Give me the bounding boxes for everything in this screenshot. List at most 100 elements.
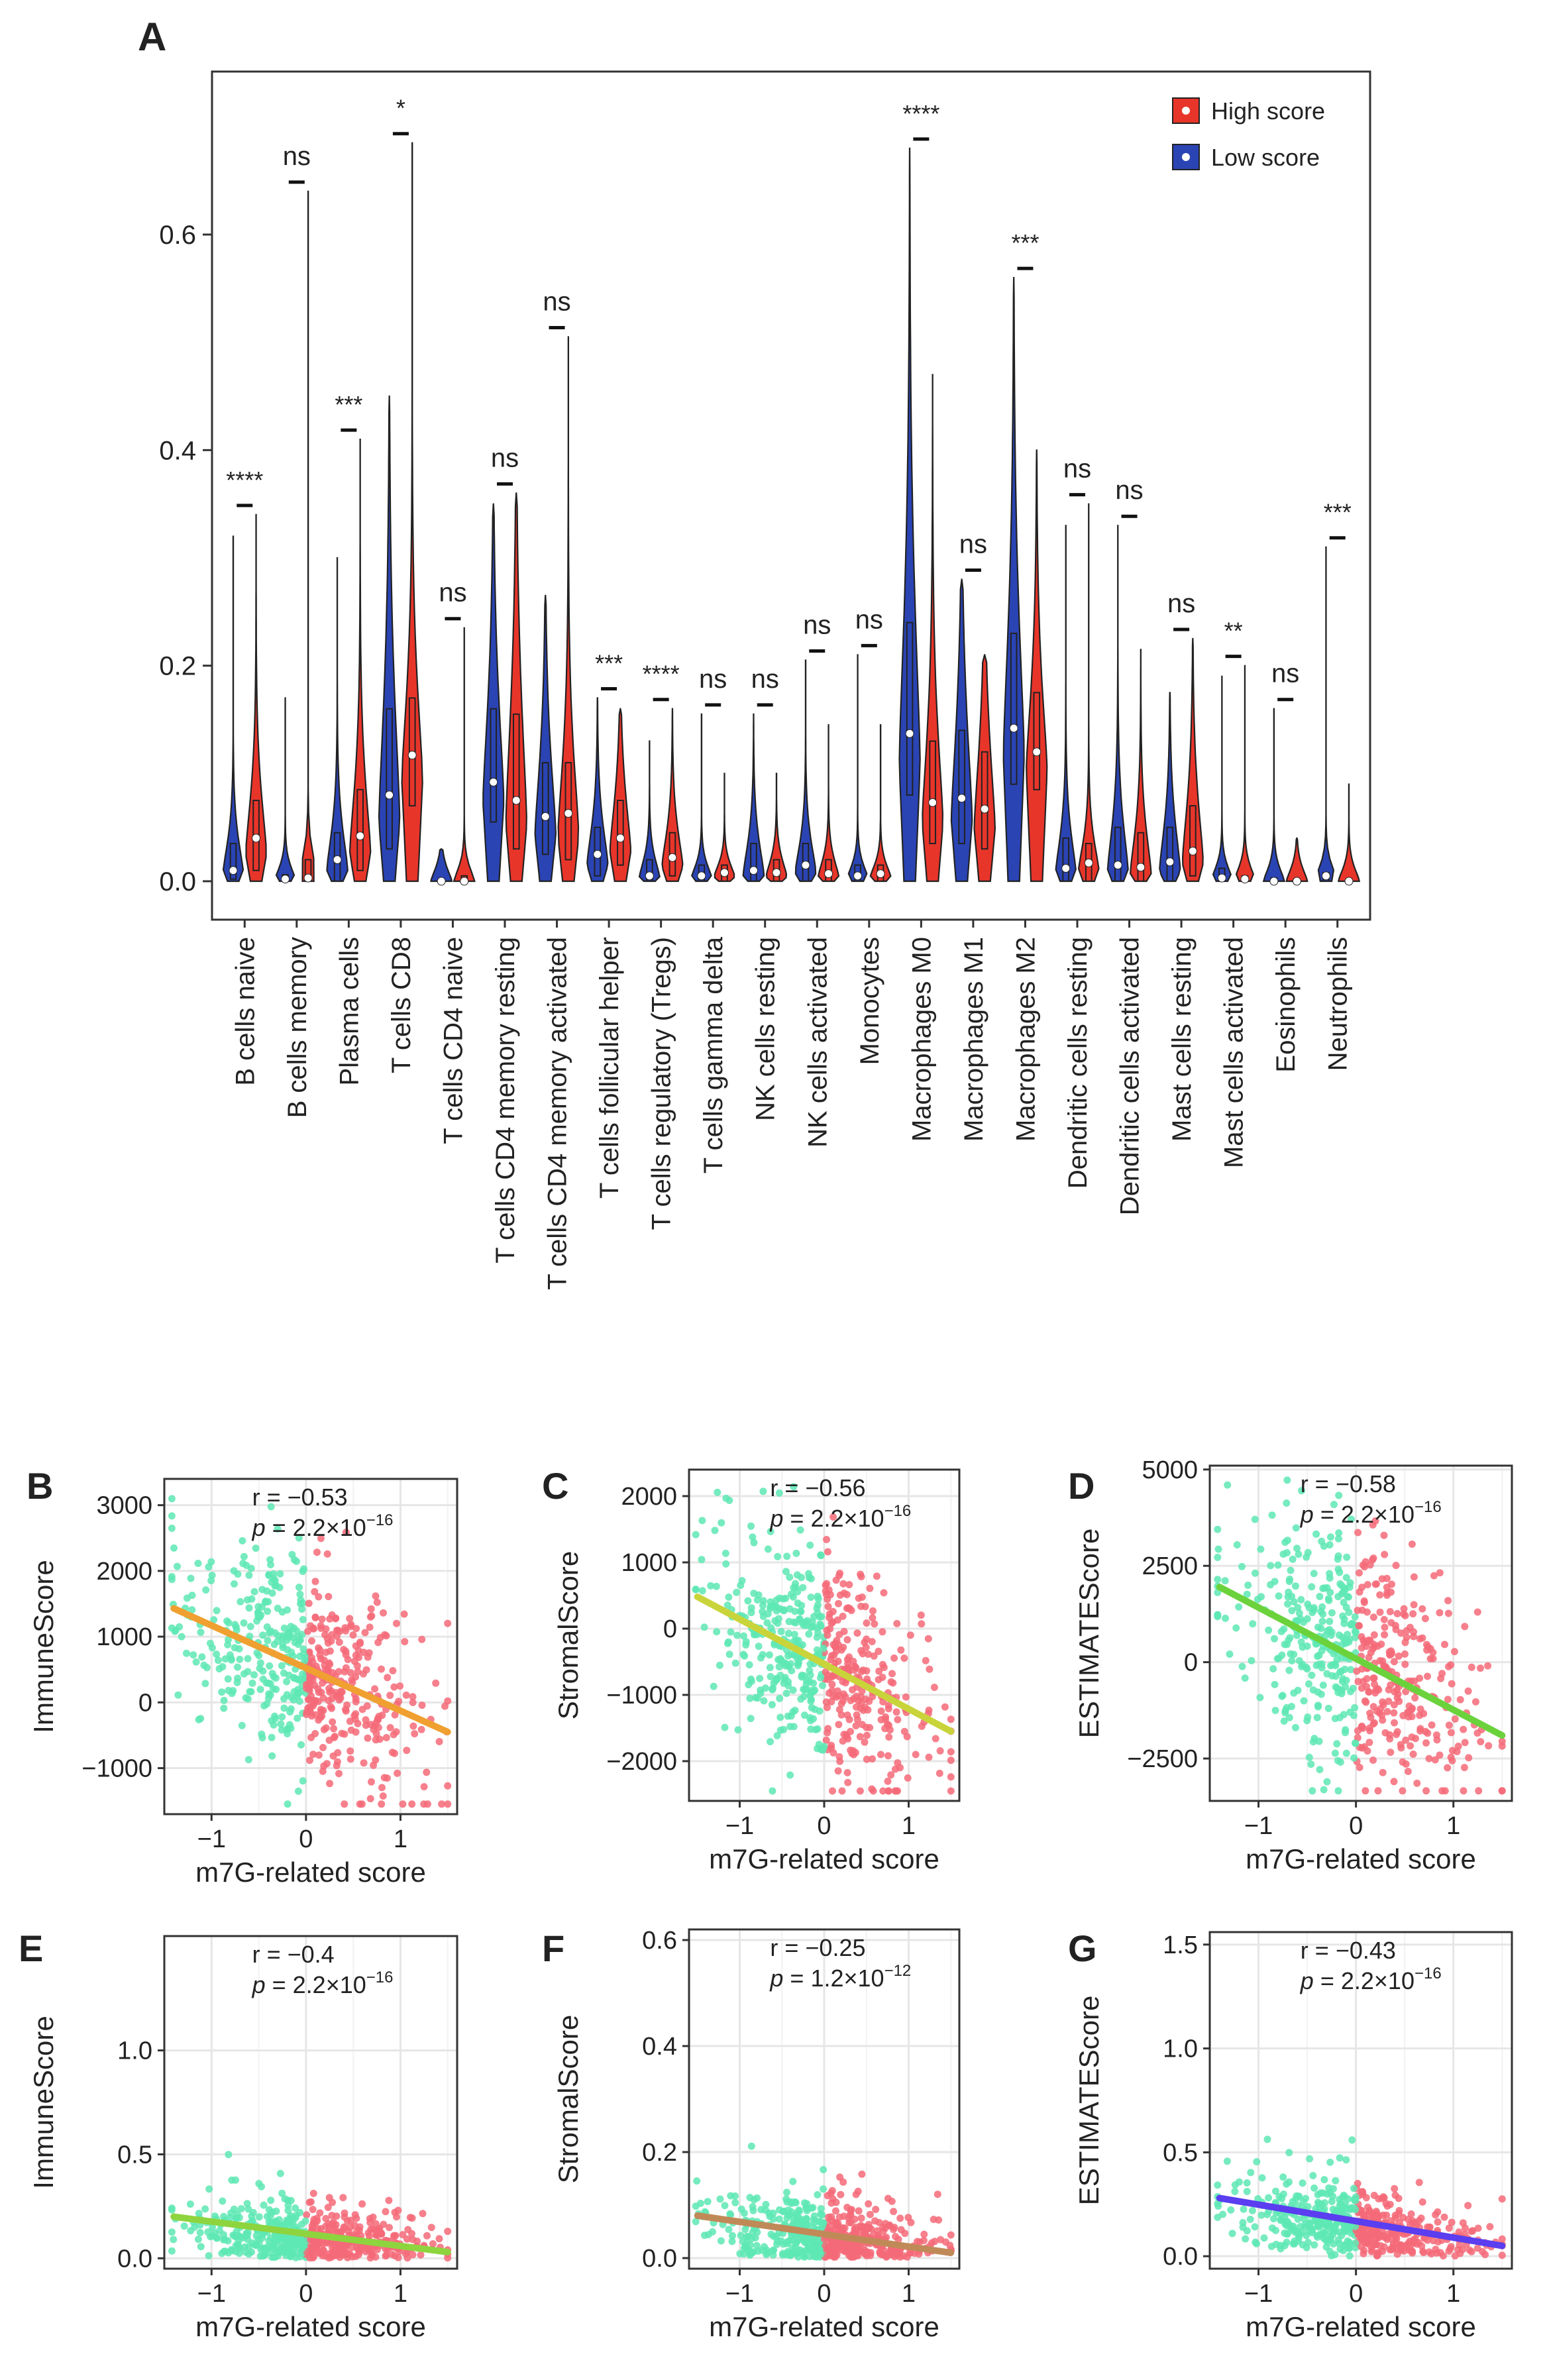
median-point bbox=[801, 861, 810, 870]
data-point bbox=[824, 1548, 831, 1556]
data-point bbox=[444, 1619, 452, 1627]
data-point bbox=[1314, 1688, 1322, 1696]
data-point bbox=[887, 1771, 895, 1779]
data-point bbox=[355, 1654, 362, 1661]
data-point bbox=[884, 1705, 892, 1713]
data-point bbox=[1394, 1690, 1402, 1698]
data-point bbox=[757, 1654, 765, 1662]
x-tick-label: 1 bbox=[394, 2280, 407, 2308]
data-point bbox=[747, 2142, 755, 2150]
data-point bbox=[1252, 1569, 1259, 1577]
data-point bbox=[1214, 1545, 1222, 1553]
data-point bbox=[324, 2204, 332, 2211]
data-point bbox=[747, 1675, 755, 1683]
data-point bbox=[1420, 1709, 1428, 1717]
data-point bbox=[749, 2206, 757, 2214]
regression-line bbox=[694, 2212, 955, 2256]
x-tick-label: 0 bbox=[817, 1812, 831, 1840]
scatter-panel-f: F 0.0 0.2 0.4 0.6 −1 0 1 m7G-related score Stroma… bbox=[542, 1927, 961, 2342]
x-tick-label: −1 bbox=[197, 2280, 226, 2308]
data-point bbox=[725, 1650, 733, 1658]
points bbox=[692, 1483, 955, 1795]
data-point bbox=[314, 1685, 322, 1693]
data-point bbox=[930, 2216, 937, 2224]
data-point bbox=[284, 1606, 291, 1614]
significance-label: *** bbox=[1011, 229, 1039, 256]
data-point bbox=[843, 1768, 851, 1776]
data-point bbox=[893, 1619, 901, 1627]
data-point bbox=[922, 1656, 930, 1664]
median-point bbox=[333, 855, 342, 864]
y-tick-label: 0.0 bbox=[642, 2245, 677, 2273]
median-point bbox=[385, 790, 394, 800]
data-point bbox=[186, 2200, 194, 2208]
y-tick-label: −1000 bbox=[81, 1755, 152, 1783]
data-point bbox=[255, 1652, 263, 1660]
data-point bbox=[777, 1627, 785, 1635]
category-macrophages-m1: ns Macrophages M1 bbox=[950, 530, 996, 1142]
data-point bbox=[300, 1565, 308, 1573]
data-point bbox=[816, 1613, 824, 1621]
plot-frame bbox=[163, 1478, 458, 1815]
data-point bbox=[721, 2202, 729, 2210]
data-point bbox=[817, 2204, 825, 2212]
data-point bbox=[784, 2206, 792, 2214]
data-point bbox=[920, 2230, 928, 2238]
data-point bbox=[806, 1666, 814, 1674]
data-point bbox=[227, 2209, 235, 2217]
plot-frame bbox=[1208, 1464, 1513, 1802]
significance-label: ns bbox=[855, 605, 883, 634]
data-point bbox=[897, 1646, 905, 1654]
data-point bbox=[1445, 2247, 1453, 2255]
data-point bbox=[767, 1672, 774, 1680]
significance-label: ns bbox=[1167, 589, 1195, 618]
data-point bbox=[1240, 2205, 1248, 2213]
data-point bbox=[783, 2189, 790, 2196]
data-point bbox=[278, 2240, 286, 2247]
data-point bbox=[1352, 2206, 1360, 2214]
data-point bbox=[1316, 1766, 1324, 1774]
data-point bbox=[183, 1649, 190, 1657]
data-point bbox=[1295, 1609, 1303, 1617]
data-point bbox=[1395, 1652, 1403, 1660]
data-point bbox=[1318, 1647, 1326, 1654]
data-point bbox=[248, 1679, 256, 1687]
data-point bbox=[209, 2224, 217, 2232]
data-point bbox=[1271, 1578, 1279, 1586]
data-point bbox=[352, 1625, 360, 1633]
p-exponent: −16 bbox=[366, 1511, 394, 1529]
data-point bbox=[935, 1769, 943, 1777]
data-point bbox=[835, 1721, 843, 1729]
data-point bbox=[1253, 2158, 1261, 2166]
data-point bbox=[1320, 2205, 1328, 2213]
data-point bbox=[769, 1787, 776, 1795]
data-point bbox=[356, 1639, 364, 1646]
data-point bbox=[391, 1711, 399, 1719]
data-point bbox=[810, 2247, 818, 2255]
data-point bbox=[710, 1682, 718, 1690]
data-point bbox=[790, 1637, 798, 1645]
data-point bbox=[875, 1647, 882, 1655]
significance-label: **** bbox=[643, 661, 680, 688]
data-point bbox=[1323, 1670, 1331, 1678]
x-tick-label: T cells gamma delta bbox=[699, 936, 728, 1173]
data-point bbox=[1383, 2236, 1391, 2244]
category-t-cells-follicular-helper: *** T cells follicular helper bbox=[586, 649, 632, 1199]
p-exponent: −16 bbox=[1414, 1965, 1442, 1982]
data-point bbox=[795, 2214, 803, 2222]
data-point bbox=[321, 2222, 329, 2230]
data-point bbox=[745, 1681, 753, 1688]
box bbox=[750, 843, 757, 882]
box bbox=[229, 843, 237, 880]
data-point bbox=[1393, 1609, 1401, 1617]
data-point bbox=[255, 2180, 263, 2187]
data-point bbox=[814, 1592, 822, 1600]
data-point bbox=[232, 2242, 240, 2249]
data-point bbox=[1386, 1651, 1394, 1659]
violin-t-cells-regulatory-tregs-high bbox=[661, 708, 684, 883]
data-point bbox=[363, 1702, 371, 1710]
data-point bbox=[419, 2210, 427, 2218]
box bbox=[541, 762, 549, 855]
data-point bbox=[1356, 1588, 1363, 1596]
data-point bbox=[295, 1637, 303, 1645]
